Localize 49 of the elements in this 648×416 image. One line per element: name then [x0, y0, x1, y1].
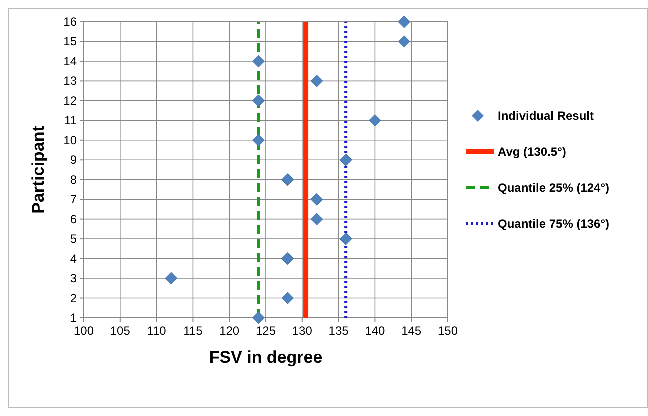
- y-tick-label: 2: [70, 291, 78, 306]
- point: [398, 35, 411, 48]
- point: [282, 252, 294, 266]
- x-tick-label: 115: [184, 324, 204, 338]
- point: [252, 55, 265, 68]
- x-tick-label: 140: [365, 324, 386, 338]
- point: [310, 193, 324, 206]
- y-tick-label: 3: [70, 272, 78, 286]
- x-tick-label: 110: [147, 324, 167, 338]
- legend-label: Quantile 25% (124°): [498, 181, 610, 195]
- y-tick-label: 14: [64, 54, 78, 68]
- y-tick-label: 8: [70, 172, 78, 187]
- x-tick-label: 105: [110, 324, 131, 338]
- point: [252, 134, 265, 147]
- legend-label: Quantile 75% (136°): [498, 217, 610, 231]
- point: [165, 272, 178, 285]
- x-tick-label: 100: [74, 324, 94, 338]
- y-tick-label: 16: [64, 15, 78, 29]
- x-axis-title: FSV in degree: [209, 348, 323, 367]
- y-tick-label: 15: [64, 34, 78, 49]
- point: [252, 312, 265, 324]
- point: [282, 174, 294, 186]
- y-tick-label: 12: [64, 94, 78, 108]
- point: [398, 16, 411, 28]
- x-tick-label: 120: [220, 324, 240, 338]
- point: [310, 74, 324, 88]
- y-tick-label: 1: [70, 311, 78, 325]
- legend-label: Avg (130.5°): [498, 145, 566, 159]
- y-tick-label: 6: [70, 212, 78, 226]
- point: [252, 94, 265, 108]
- y-tick-label: 9: [70, 153, 78, 168]
- y-tick-label: 11: [64, 114, 78, 128]
- y-tick-label: 5: [70, 232, 78, 246]
- x-tick-label: 150: [438, 324, 458, 338]
- point: [368, 114, 382, 127]
- point: [340, 232, 352, 246]
- y-tick-label: 13: [64, 74, 78, 88]
- x-tick-label: 130: [292, 324, 313, 338]
- y-tick-label: 10: [64, 133, 78, 148]
- x-tick-label: 135: [328, 324, 350, 338]
- legend-label: Individual Result: [498, 109, 594, 123]
- point: [340, 154, 352, 166]
- y-tick-label: 7: [70, 192, 78, 207]
- y-axis-title: Participant: [29, 126, 48, 214]
- point: [282, 292, 294, 305]
- point: [310, 213, 324, 226]
- x-tick-label: 125: [256, 324, 276, 338]
- x-tick-label: 145: [402, 324, 422, 338]
- y-tick-label: 4: [70, 252, 78, 266]
